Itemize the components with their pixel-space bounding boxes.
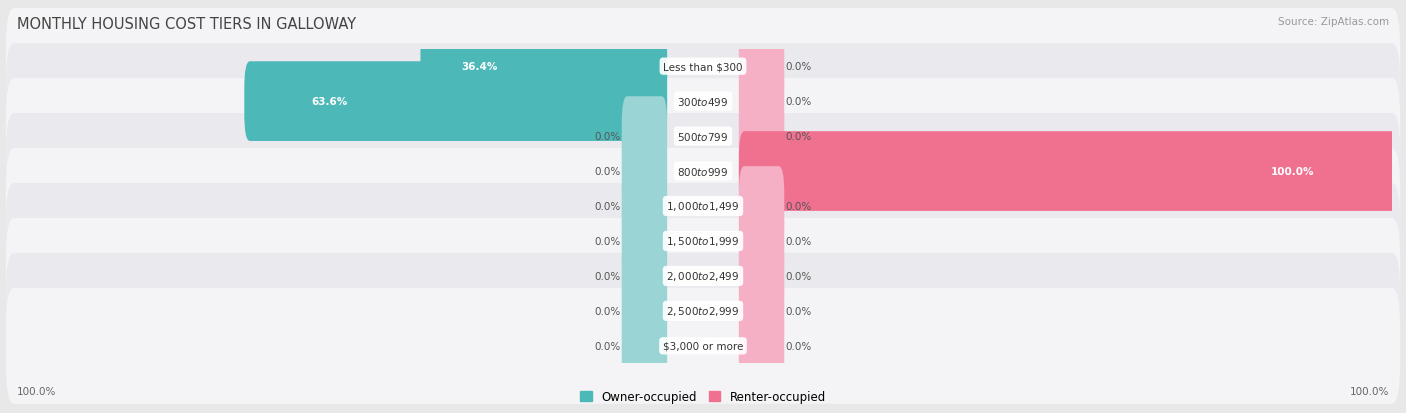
Text: 0.0%: 0.0% — [786, 306, 811, 316]
FancyBboxPatch shape — [738, 97, 785, 176]
FancyBboxPatch shape — [738, 62, 785, 142]
Text: 0.0%: 0.0% — [595, 306, 620, 316]
Text: 100.0%: 100.0% — [1271, 166, 1315, 177]
FancyBboxPatch shape — [621, 306, 668, 386]
Text: $500 to $799: $500 to $799 — [678, 131, 728, 143]
Text: 100.0%: 100.0% — [17, 387, 56, 396]
Text: Source: ZipAtlas.com: Source: ZipAtlas.com — [1278, 17, 1389, 26]
Text: MONTHLY HOUSING COST TIERS IN GALLOWAY: MONTHLY HOUSING COST TIERS IN GALLOWAY — [17, 17, 356, 31]
FancyBboxPatch shape — [6, 253, 1400, 369]
FancyBboxPatch shape — [621, 132, 668, 211]
Text: $800 to $999: $800 to $999 — [678, 166, 728, 178]
FancyBboxPatch shape — [6, 9, 1400, 125]
FancyBboxPatch shape — [738, 27, 785, 107]
Text: $2,500 to $2,999: $2,500 to $2,999 — [666, 305, 740, 318]
Text: 0.0%: 0.0% — [595, 341, 620, 351]
FancyBboxPatch shape — [738, 237, 785, 316]
Text: $300 to $499: $300 to $499 — [678, 96, 728, 108]
FancyBboxPatch shape — [6, 114, 1400, 230]
Text: $1,500 to $1,999: $1,500 to $1,999 — [666, 235, 740, 248]
Text: 0.0%: 0.0% — [786, 97, 811, 107]
FancyBboxPatch shape — [245, 62, 668, 142]
FancyBboxPatch shape — [6, 288, 1400, 404]
Text: 100.0%: 100.0% — [1350, 387, 1389, 396]
Text: 63.6%: 63.6% — [312, 97, 347, 107]
FancyBboxPatch shape — [621, 167, 668, 246]
FancyBboxPatch shape — [738, 271, 785, 351]
FancyBboxPatch shape — [6, 44, 1400, 160]
FancyBboxPatch shape — [6, 183, 1400, 299]
Text: $1,000 to $1,499: $1,000 to $1,499 — [666, 200, 740, 213]
FancyBboxPatch shape — [621, 237, 668, 316]
Text: 0.0%: 0.0% — [595, 202, 620, 211]
FancyBboxPatch shape — [621, 97, 668, 176]
Text: 0.0%: 0.0% — [595, 132, 620, 142]
Text: 36.4%: 36.4% — [461, 62, 498, 72]
FancyBboxPatch shape — [738, 132, 1398, 211]
Text: 0.0%: 0.0% — [595, 271, 620, 281]
FancyBboxPatch shape — [738, 306, 785, 386]
FancyBboxPatch shape — [738, 202, 785, 281]
FancyBboxPatch shape — [738, 167, 785, 246]
Text: $3,000 or more: $3,000 or more — [662, 341, 744, 351]
FancyBboxPatch shape — [621, 202, 668, 281]
Text: 0.0%: 0.0% — [595, 236, 620, 247]
Text: 0.0%: 0.0% — [786, 236, 811, 247]
FancyBboxPatch shape — [621, 271, 668, 351]
Text: 0.0%: 0.0% — [595, 166, 620, 177]
Text: 0.0%: 0.0% — [786, 202, 811, 211]
Text: $2,000 to $2,499: $2,000 to $2,499 — [666, 270, 740, 283]
Text: 0.0%: 0.0% — [786, 62, 811, 72]
FancyBboxPatch shape — [6, 79, 1400, 195]
FancyBboxPatch shape — [420, 27, 668, 107]
FancyBboxPatch shape — [6, 218, 1400, 334]
Text: 0.0%: 0.0% — [786, 132, 811, 142]
FancyBboxPatch shape — [6, 149, 1400, 264]
Text: Less than $300: Less than $300 — [664, 62, 742, 72]
Text: 0.0%: 0.0% — [786, 341, 811, 351]
Text: 0.0%: 0.0% — [786, 271, 811, 281]
Legend: Owner-occupied, Renter-occupied: Owner-occupied, Renter-occupied — [575, 385, 831, 408]
